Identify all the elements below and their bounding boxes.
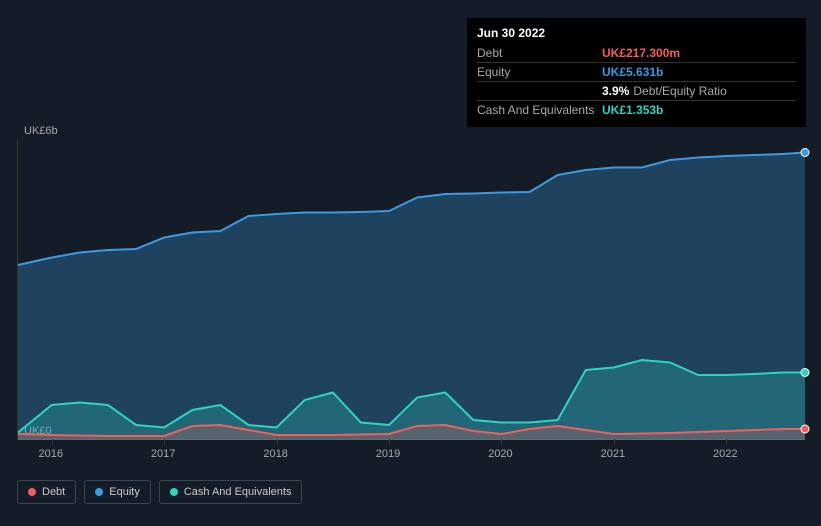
tooltip-row-ratio: 3.9%Debt/Equity Ratio bbox=[477, 82, 796, 101]
tooltip-value: UK£217.300m bbox=[602, 46, 680, 60]
tooltip-panel: Jun 30 2022 Debt UK£217.300m Equity UK£5… bbox=[467, 18, 806, 127]
tooltip-label: Equity bbox=[477, 65, 602, 79]
tooltip-value: UK£1.353b bbox=[602, 103, 663, 117]
y-axis-label-top: UK£6b bbox=[24, 125, 58, 137]
tooltip-label bbox=[477, 84, 602, 98]
legend-item-cash[interactable]: Cash And Equivalents bbox=[159, 480, 303, 504]
legend-item-equity[interactable]: Equity bbox=[84, 480, 151, 504]
legend-label: Equity bbox=[109, 486, 140, 498]
tooltip-value: UK£5.631b bbox=[602, 65, 663, 79]
tooltip-date: Jun 30 2022 bbox=[477, 26, 796, 40]
x-axis-tick-label: 2016 bbox=[38, 448, 62, 460]
chart-container: Jun 30 2022 Debt UK£217.300m Equity UK£5… bbox=[0, 0, 821, 526]
x-axis-tick-label: 2018 bbox=[263, 448, 287, 460]
legend-dot-icon bbox=[28, 488, 36, 496]
tooltip-row-debt: Debt UK£217.300m bbox=[477, 44, 796, 63]
x-axis-tick-label: 2019 bbox=[376, 448, 400, 460]
tooltip-value: 3.9%Debt/Equity Ratio bbox=[602, 84, 727, 98]
tooltip-label: Debt bbox=[477, 46, 602, 60]
chart-svg bbox=[18, 140, 805, 440]
tooltip-row-cash: Cash And Equivalents UK£1.353b bbox=[477, 101, 796, 119]
legend-label: Cash And Equivalents bbox=[184, 486, 292, 498]
x-axis-tick-label: 2020 bbox=[488, 448, 512, 460]
legend-label: Debt bbox=[42, 486, 65, 498]
plot-area[interactable] bbox=[17, 140, 804, 440]
x-axis-tick-label: 2021 bbox=[601, 448, 625, 460]
tooltip-label: Cash And Equivalents bbox=[477, 103, 602, 117]
x-axis-labels: 2016 2017 2018 2019 2020 2021 2022 bbox=[17, 448, 804, 468]
legend-dot-icon bbox=[95, 488, 103, 496]
legend-dot-icon bbox=[170, 488, 178, 496]
tooltip-row-equity: Equity UK£5.631b bbox=[477, 63, 796, 82]
x-axis-tick-label: 2022 bbox=[713, 448, 737, 460]
x-axis-tick-label: 2017 bbox=[151, 448, 175, 460]
legend-item-debt[interactable]: Debt bbox=[17, 480, 76, 504]
legend: Debt Equity Cash And Equivalents bbox=[17, 480, 302, 504]
